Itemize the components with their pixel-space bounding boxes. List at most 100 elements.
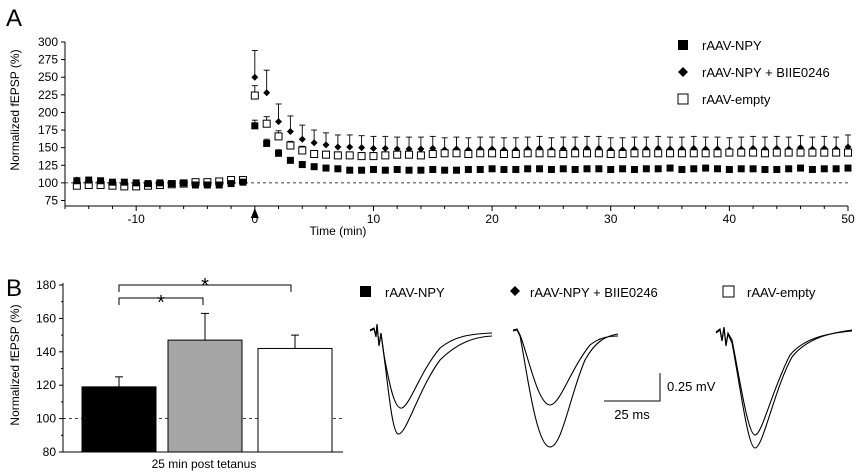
panel-a-y-tick-label: 100 [38, 176, 58, 190]
data-point-rAAV-NPY [642, 165, 650, 173]
data-point-rAAV-empty [689, 149, 698, 158]
trace-legend-label-rAAV-NPY-BIIE0246: rAAV-NPY + BIIE0246 [530, 285, 658, 300]
data-point-rAAV-empty [464, 149, 473, 158]
data-point-rAAV-empty [618, 149, 627, 158]
panel-a-data-points [72, 50, 852, 191]
data-point-rAAV-NPY [595, 165, 603, 173]
trace-legend-label-rAAV-empty: rAAV-empty [747, 285, 816, 300]
data-point-rAAV-NPY [239, 178, 247, 186]
panel-a-y-tick-label: 175 [38, 123, 58, 137]
data-point-rAAV-empty [713, 149, 722, 158]
data-point-rAAV-empty [606, 149, 615, 158]
panel-a-x-tick-label: 20 [485, 212, 499, 226]
panel-a-x-tick-label: 30 [604, 212, 618, 226]
data-point-rAAV-NPY-BIIE0246 [334, 143, 342, 151]
data-point-rAAV-empty [772, 148, 781, 157]
data-point-rAAV-empty [571, 149, 580, 158]
trace-legend-label-rAAV-NPY: rAAV-NPY [385, 285, 445, 300]
data-point-rAAV-NPY [607, 165, 615, 173]
data-point-rAAV-NPY-BIIE0246 [346, 143, 354, 151]
data-point-rAAV-NPY [85, 176, 93, 184]
data-point-rAAV-NPY [405, 166, 413, 174]
panel-a: A Normalized fEPSP (%) Time (min) 751001… [6, 5, 855, 238]
data-point-rAAV-NPY [381, 166, 389, 174]
data-point-rAAV-NPY [844, 164, 852, 172]
legend-marker-diamond [678, 67, 688, 77]
data-point-rAAV-empty [630, 149, 639, 158]
data-point-rAAV-NPY [714, 165, 721, 173]
data-point-rAAV-empty [832, 148, 841, 157]
significance-star-outer: * [201, 275, 209, 297]
data-point-rAAV-empty [476, 149, 485, 158]
data-point-rAAV-NPY [785, 165, 793, 173]
data-point-rAAV-NPY [571, 165, 579, 173]
data-point-rAAV-NPY-BIIE0246 [417, 145, 425, 153]
data-point-rAAV-NPY [73, 177, 81, 185]
significance-star-inner: * [157, 292, 165, 314]
legend-label-rAAV-empty: rAAV-empty [702, 92, 771, 107]
legend-label-rAAV-NPY: rAAV-NPY [702, 38, 762, 53]
data-point-rAAV-NPY [310, 163, 318, 171]
data-point-rAAV-empty [333, 151, 342, 160]
data-point-rAAV-empty [499, 149, 508, 158]
trace-panel: rAAV-NPY rAAV-NPY + BIIE0246 rAAV-empty … [360, 285, 853, 449]
data-point-rAAV-empty [298, 146, 307, 155]
data-point-rAAV-empty [583, 149, 591, 158]
data-point-rAAV-NPY-BIIE0246 [298, 135, 306, 143]
panel-b-bars [81, 312, 333, 453]
data-point-rAAV-NPY-BIIE0246 [286, 127, 294, 135]
data-point-rAAV-empty [594, 149, 603, 158]
trace-npy-biie0246 [512, 328, 619, 448]
data-point-rAAV-NPY [453, 166, 460, 174]
data-point-rAAV-NPY [251, 122, 259, 130]
trace-empty [715, 326, 853, 449]
data-point-rAAV-empty [784, 148, 793, 157]
scale-bar-time-label: 25 ms [614, 407, 650, 422]
data-point-rAAV-empty [677, 149, 686, 158]
significance-bracket-inner [118, 297, 204, 305]
data-point-rAAV-NPY [298, 161, 306, 169]
data-point-rAAV-empty [428, 149, 437, 158]
panel-a-letter: A [6, 5, 22, 32]
panel-a-y-tick-label: 125 [38, 158, 58, 172]
data-point-rAAV-NPY [832, 165, 840, 173]
data-point-rAAV-NPY [547, 165, 555, 173]
data-point-rAAV-empty [416, 151, 425, 160]
trace-npy-biie0246-waveform-2 [512, 329, 619, 448]
data-point-rAAV-empty [286, 141, 295, 150]
significance-brackets: * * [118, 275, 292, 314]
data-point-rAAV-NPY [476, 165, 484, 173]
data-point-rAAV-empty [844, 148, 852, 157]
panel-b-y-tick-label: 80 [43, 445, 57, 459]
data-point-rAAV-NPY [737, 165, 745, 173]
trace-npy [369, 323, 493, 435]
panel-a-y-tick-label: 225 [38, 88, 58, 102]
data-point-rAAV-NPY [820, 165, 828, 173]
data-point-rAAV-NPY [524, 165, 532, 173]
data-point-rAAV-empty [250, 91, 259, 100]
data-point-rAAV-NPY [215, 181, 223, 189]
data-point-rAAV-NPY [263, 139, 271, 147]
data-point-rAAV-NPY [286, 156, 294, 164]
data-point-rAAV-NPY [144, 180, 152, 188]
data-point-rAAV-NPY [441, 166, 449, 174]
data-point-rAAV-empty [381, 151, 390, 160]
data-point-rAAV-NPY [156, 179, 164, 187]
panel-a-y-tick-label: 250 [38, 70, 58, 84]
panel-a-x-tick-label: 10 [367, 212, 381, 226]
panel-b-y-tick-label: 160 [36, 311, 56, 325]
data-point-rAAV-NPY [227, 180, 235, 188]
data-point-rAAV-NPY [203, 181, 211, 189]
panel-a-x-axis-label: Time (min) [310, 224, 367, 238]
data-point-rAAV-NPY [500, 165, 508, 173]
data-point-rAAV-NPY [773, 165, 781, 173]
bar-rAAV-NPY-BIIE0246 [167, 339, 243, 453]
data-point-rAAV-NPY [619, 165, 627, 173]
data-point-rAAV-NPY [749, 165, 757, 173]
data-point-rAAV-empty [701, 149, 710, 158]
panel-a-y-tick-label: 150 [38, 141, 58, 155]
panel-a-x-tick-label: 50 [841, 212, 855, 226]
panel-b-letter: B [6, 275, 22, 302]
panel-b-y-tick-label: 180 [36, 278, 56, 292]
